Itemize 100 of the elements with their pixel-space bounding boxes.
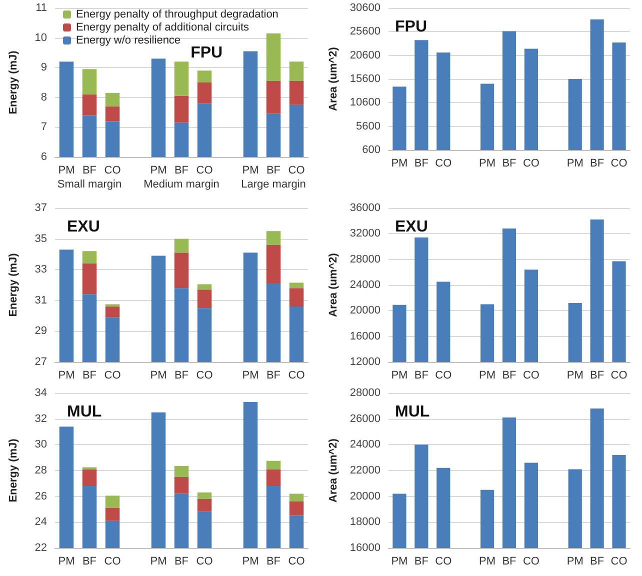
x-tick-label: BF	[266, 164, 281, 176]
x-tick-label: CO	[196, 370, 214, 382]
text: MUL	[67, 404, 102, 420]
y-axis-title: Area (um^2)	[328, 252, 340, 317]
x-tick-label: BF	[502, 370, 517, 382]
y-tick-label: 18000	[350, 516, 380, 528]
x-tick-label: BF	[590, 370, 604, 382]
y-tick-label: 12000	[350, 356, 380, 368]
x-tick-label: PM	[566, 556, 584, 568]
x-tick-label: PM	[150, 370, 167, 382]
y-tick-label: 15600	[350, 73, 380, 85]
y-tick-label: 33	[34, 264, 47, 276]
x-tick-label: BF	[502, 158, 517, 170]
x-tick-label: PM	[391, 158, 408, 170]
text: Small margin	[57, 178, 122, 190]
x-tick-label: BF	[502, 556, 517, 568]
y-tick-label: 30600	[350, 2, 380, 14]
y-tick-label: 26000	[350, 412, 380, 425]
x-tick-label: BF	[174, 370, 189, 382]
y-axis-title: Area (um^2)	[328, 438, 340, 502]
y-tick-label: 9	[40, 62, 47, 74]
y-axis-title: Energy (mJ)	[8, 252, 20, 317]
x-tick-label: CO	[610, 556, 628, 568]
y-axis-title: Energy (mJ)	[8, 438, 20, 502]
x-tick-label: PM	[58, 556, 75, 568]
y-tick-label: 34	[34, 387, 47, 399]
x-tick-label: CO	[610, 158, 628, 170]
x-tick-label: PM	[391, 370, 408, 382]
x-tick-label: CO	[104, 370, 122, 382]
x-tick-label: CO	[288, 556, 306, 568]
y-tick-label: 31	[34, 294, 47, 306]
y-tick-label: 28	[34, 464, 47, 476]
x-tick-label: PM	[479, 158, 496, 170]
text: FPU	[190, 44, 223, 62]
x-tick-label: CO	[196, 164, 214, 176]
y-tick-label: 35	[34, 232, 47, 245]
y-tick-label: 24000	[350, 279, 380, 291]
y-tick-label: 24000	[350, 438, 380, 451]
x-tick-label: PM	[566, 158, 584, 170]
x-tick-label: CO	[435, 158, 452, 170]
y-tick-label: 24	[34, 516, 47, 528]
legend-label: Energy penalty of throughput degradation	[76, 8, 278, 20]
y-tick-label: 37	[34, 202, 47, 214]
y-tick-label: 27	[34, 356, 47, 368]
x-tick-label: BF	[266, 556, 281, 568]
text: EXU	[67, 218, 100, 236]
y-tick-label: 16000	[350, 330, 380, 342]
y-tick-label: 22000	[350, 464, 380, 476]
x-tick-label: CO	[104, 556, 122, 568]
x-tick-label: CO	[288, 164, 306, 176]
x-tick-label: BF	[82, 556, 97, 568]
x-tick-label: CO	[196, 556, 214, 568]
y-tick-label: 22	[34, 542, 47, 554]
y-tick-label: 6	[40, 151, 47, 163]
x-tick-label: BF	[82, 370, 97, 382]
x-tick-label: BF	[266, 370, 281, 382]
x-tick-label: PM	[479, 370, 496, 382]
x-tick-label: PM	[150, 556, 167, 568]
x-tick-label: PM	[242, 370, 259, 382]
x-tick-label: BF	[590, 158, 604, 170]
text: Large margin	[241, 178, 306, 190]
y-tick-label: 32000	[350, 228, 380, 240]
y-axis-title: Energy (mJ)	[8, 50, 20, 114]
x-tick-label: CO	[435, 370, 452, 382]
y-tick-label: 28000	[350, 387, 380, 399]
x-tick-label: BF	[414, 556, 429, 568]
x-tick-label: PM	[391, 556, 408, 568]
y-tick-label: 11	[36, 2, 47, 14]
text: MUL	[395, 404, 430, 420]
y-tick-label: 600	[362, 144, 380, 156]
x-tick-label: CO	[610, 370, 628, 382]
x-tick-label: PM	[150, 164, 167, 176]
y-tick-label: 26	[34, 490, 47, 502]
x-tick-label: BF	[414, 158, 429, 170]
x-tick-label: BF	[82, 164, 97, 176]
y-tick-label: 32	[34, 412, 47, 425]
x-tick-label: CO	[522, 370, 540, 382]
x-tick-label: BF	[174, 164, 189, 176]
x-tick-label: PM	[58, 370, 75, 382]
legend-label: Energy penalty of additional circuits	[76, 22, 250, 34]
y-tick-label: 10	[34, 32, 47, 44]
y-tick-label: 25600	[350, 26, 380, 38]
y-tick-label: 29	[34, 325, 47, 338]
y-tick-label: 30	[34, 438, 47, 451]
x-tick-label: PM	[479, 556, 496, 568]
y-tick-label: 10600	[350, 96, 380, 109]
y-tick-label: 7	[40, 121, 47, 134]
x-tick-label: CO	[522, 556, 540, 568]
y-tick-label: 8	[40, 91, 47, 104]
text: EXU	[395, 218, 428, 236]
y-tick-label: 20000	[350, 490, 380, 502]
x-tick-label: CO	[104, 164, 122, 176]
y-tick-label: 28000	[350, 253, 380, 266]
x-tick-label: PM	[566, 370, 584, 382]
y-tick-label: 16000	[350, 542, 380, 554]
x-tick-label: CO	[288, 370, 306, 382]
x-tick-label: BF	[174, 556, 189, 568]
y-tick-label: 20600	[350, 49, 380, 62]
x-tick-label: PM	[242, 164, 259, 176]
x-tick-label: PM	[242, 556, 259, 568]
